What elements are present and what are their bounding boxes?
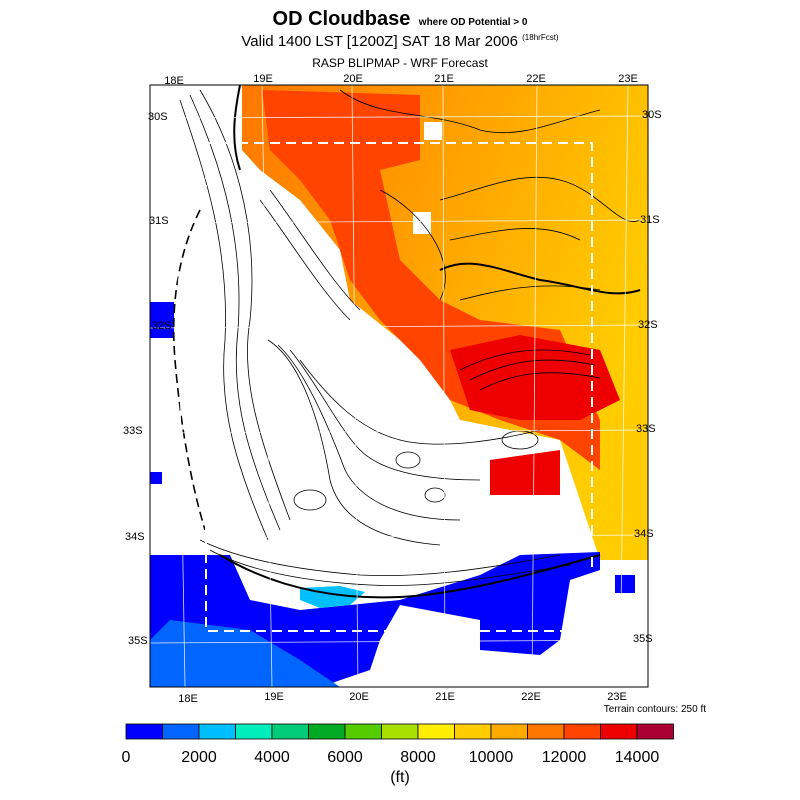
colorbar-swatch: [563, 723, 601, 740]
cloudbase-deep-red-region: [450, 335, 620, 420]
top-lon-label: 22E: [526, 73, 546, 85]
colorbar-swatch: [271, 723, 309, 740]
colorbar-tick-label: 2000: [181, 749, 217, 766]
left-lat-label: 32S: [152, 320, 172, 332]
colorbar-units: (ft): [390, 769, 410, 786]
right-lat-label: 30S: [642, 109, 662, 121]
colorbar-swatch: [527, 723, 565, 740]
bottom-lon-label: 21E: [435, 691, 455, 703]
bottom-lon-label: 22E: [521, 691, 541, 703]
colorbar-swatch: [636, 723, 674, 740]
coastline-dashed: [172, 209, 206, 531]
bottom-lon-label: 23E: [607, 691, 627, 703]
lat-lon-grid: [150, 85, 648, 687]
terrain-contours: [179, 89, 641, 586]
left-lat-label: 30S: [148, 111, 168, 123]
bottom-lon-labels: 18E 19E 20E 21E 22E 23E: [178, 691, 627, 705]
colorbar: [125, 723, 674, 740]
cloudbase-lower-mid-region: [150, 620, 340, 687]
right-lat-label: 35S: [633, 633, 653, 645]
right-lat-labels: 30S 31S 32S 33S 34S 35S: [633, 109, 662, 645]
map-frame: [149, 84, 649, 688]
left-lat-label: 31S: [149, 215, 169, 227]
top-lon-label: 20E: [343, 73, 363, 85]
colorbar-swatch: [417, 723, 455, 740]
forecast-hour-note: (18hrFcst): [522, 33, 559, 42]
map-title: OD Cloudbase: [272, 8, 411, 30]
colorbar-swatch: [198, 723, 236, 740]
title-condition-note: where OD Potential > 0: [418, 17, 528, 28]
bottom-lon-label: 18E: [178, 693, 198, 705]
cloudbase-field: [150, 85, 648, 687]
right-lat-label: 32S: [638, 319, 658, 331]
inner-domain-boundary: [205, 142, 593, 632]
cloudbase-east-patch: [615, 575, 635, 593]
right-lat-label: 33S: [636, 423, 656, 435]
title-row: OD Cloudbase where OD Potential > 0: [0, 8, 800, 31]
cloudbase-west-patch-2: [150, 472, 162, 484]
right-lat-label: 31S: [640, 214, 660, 226]
colorbar-swatch: [600, 723, 638, 740]
top-lon-label: 18E: [164, 75, 184, 87]
cloudbase-west-patch: [150, 302, 174, 338]
colorbar-tick-labels: 0 2000 4000 6000 8000 10000 12000 14000: [122, 749, 660, 766]
model-label: RASP BLIPMAP - WRF Forecast: [312, 56, 488, 70]
left-lat-label: 35S: [128, 635, 148, 647]
colorbar-swatch: [235, 723, 273, 740]
colorbar-tick-label: 0: [122, 749, 131, 766]
colorbar-tick-label: 6000: [327, 749, 363, 766]
colorbar-tick-label: 12000: [542, 749, 587, 766]
colorbar-swatch: [162, 723, 200, 740]
valid-time-text: Valid 1400 LST [1200Z] SAT 18 Mar 2006: [241, 33, 518, 50]
cloudbase-red-patch: [490, 450, 560, 495]
valid-time: Valid 1400 LST [1200Z] SAT 18 Mar 2006 (…: [0, 33, 800, 50]
colorbar-swatch: [490, 723, 528, 740]
coastline: [219, 85, 641, 599]
colorbar-tick-label: 4000: [254, 749, 290, 766]
colorbar-tick-label: 14000: [615, 749, 660, 766]
top-lon-label: 21E: [434, 73, 454, 85]
right-lat-label: 34S: [634, 528, 654, 540]
colorbar-swatch: [381, 723, 419, 740]
terrain-contour-note: Terrain contours: 250 ft: [603, 704, 706, 715]
bottom-lon-label: 19E: [264, 691, 284, 703]
colorbar-tick-label: 10000: [469, 749, 514, 766]
left-lat-labels: 30S 31S 32S 33S 34S 35S: [123, 111, 172, 647]
colorbar-swatch: [344, 723, 382, 740]
left-lat-label: 33S: [123, 425, 143, 437]
left-lat-label: 34S: [125, 531, 145, 543]
bottom-lon-label: 20E: [349, 691, 369, 703]
top-lon-label: 23E: [618, 73, 638, 85]
colorbar-tick-label: 8000: [400, 749, 436, 766]
top-lon-label: 19E: [253, 73, 273, 85]
colorbar-swatch: [308, 723, 346, 740]
colorbar-swatch: [454, 723, 492, 740]
colorbar-swatch: [125, 723, 163, 740]
top-lon-labels: 18E 19E 20E 21E 22E 23E: [164, 73, 638, 87]
